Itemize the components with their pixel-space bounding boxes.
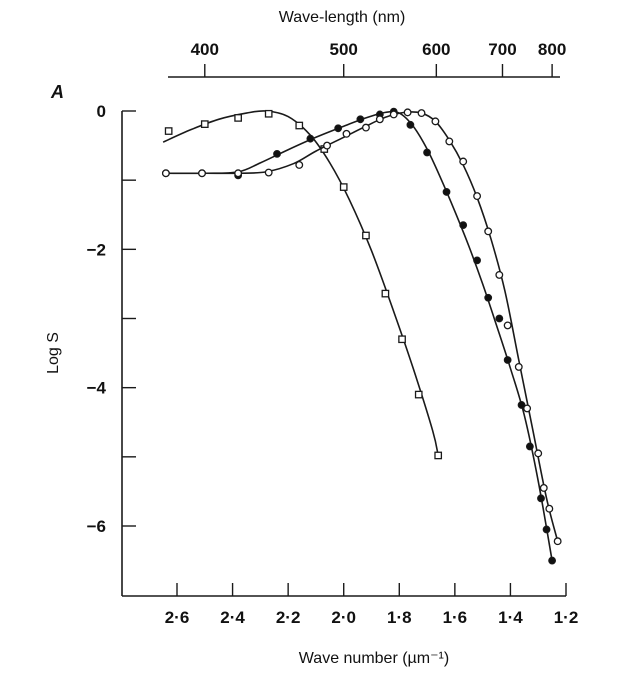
data-point-open-circle bbox=[545, 504, 554, 513]
data-point-filled-circle bbox=[334, 124, 343, 133]
x-tick-label: 1·8 bbox=[387, 608, 412, 627]
top-tick-label: 600 bbox=[422, 40, 450, 59]
data-point-open-circle bbox=[553, 537, 562, 546]
data-point-open-circle bbox=[534, 449, 543, 458]
data-point-open-circle bbox=[198, 169, 206, 178]
data-point-open-circle bbox=[431, 117, 440, 126]
data-point-square bbox=[264, 109, 273, 118]
top-axis-title: Wave-length (nm) bbox=[279, 9, 406, 26]
curve-filled-circles bbox=[165, 110, 553, 561]
data-point-open-circle bbox=[523, 404, 532, 413]
data-point-open-circle bbox=[484, 227, 493, 236]
data-point-filled-circle bbox=[537, 494, 545, 503]
x-tick-label: 1·2 bbox=[554, 608, 579, 627]
data-point-filled-circle bbox=[542, 525, 551, 534]
data-point-square bbox=[414, 390, 423, 399]
x-tick-label: 2·6 bbox=[165, 608, 190, 627]
data-point-open-circle bbox=[295, 160, 304, 169]
data-point-filled-circle bbox=[306, 134, 315, 143]
data-point-square bbox=[362, 231, 370, 240]
data-point-filled-circle bbox=[273, 149, 281, 158]
data-point-open-circle bbox=[539, 484, 548, 492]
x-tick-label: 2·4 bbox=[220, 608, 245, 627]
curve-open-circles bbox=[165, 111, 559, 542]
data-point-square bbox=[200, 120, 209, 128]
data-point-square bbox=[234, 114, 242, 122]
data-point-open-circle bbox=[514, 362, 523, 371]
data-point-filled-circle bbox=[484, 293, 493, 302]
y-tick-label: −2 bbox=[87, 240, 106, 259]
data-point-open-circle bbox=[389, 110, 398, 119]
data-point-open-circle bbox=[503, 321, 512, 330]
data-point-open-circle bbox=[459, 157, 468, 166]
data-point-square bbox=[434, 451, 443, 460]
data-point-open-circle bbox=[361, 123, 370, 132]
data-point-open-circle bbox=[161, 169, 170, 178]
plot-area: 0 −2 −4 −6 2·6 2·4 2·2 2·0 1·8 1·6 1·4 1·2 400 500 600… bbox=[87, 40, 579, 627]
data-point-open-circle bbox=[417, 109, 426, 118]
top-tick-label: 400 bbox=[191, 40, 219, 59]
data-point-filled-circle bbox=[503, 356, 512, 364]
top-tick-label: 700 bbox=[488, 40, 516, 59]
data-point-open-circle bbox=[495, 270, 504, 279]
data-point-square bbox=[164, 127, 173, 135]
data-point-filled-circle bbox=[406, 120, 415, 129]
data-point-filled-circle bbox=[517, 401, 526, 409]
data-point-filled-circle bbox=[356, 115, 365, 124]
x-tick-label: 1·4 bbox=[498, 608, 523, 627]
y-axis-title: Log S bbox=[45, 332, 62, 374]
x-axis-title: Wave number (µm⁻¹) bbox=[299, 650, 449, 667]
x-tick-label: 1·6 bbox=[443, 608, 468, 627]
data-point-open-circle bbox=[375, 115, 384, 124]
x-tick-label: 2·2 bbox=[276, 608, 301, 627]
top-tick-label: 800 bbox=[538, 40, 566, 59]
data-point-filled-circle bbox=[459, 221, 468, 230]
data-point-square bbox=[381, 289, 390, 298]
top-tick-label: 500 bbox=[330, 40, 358, 59]
data-point-open-circle bbox=[234, 169, 243, 178]
data-point-filled-circle bbox=[423, 148, 431, 157]
data-point-filled-circle bbox=[473, 256, 481, 265]
data-point-filled-circle bbox=[525, 442, 534, 451]
y-tick-label: 0 bbox=[97, 102, 106, 121]
data-point-open-circle bbox=[445, 137, 454, 146]
y-tick-label: −6 bbox=[87, 517, 106, 536]
data-point-open-circle bbox=[342, 129, 351, 138]
data-point-filled-circle bbox=[442, 188, 451, 196]
data-point-square bbox=[295, 121, 304, 130]
data-point-open-circle bbox=[323, 141, 331, 150]
data-point-filled-circle bbox=[548, 556, 557, 565]
data-point-filled-circle bbox=[495, 314, 504, 323]
x-tick-label: 2·0 bbox=[331, 608, 356, 627]
data-point-open-circle bbox=[403, 108, 412, 117]
data-point-open-circle bbox=[473, 192, 482, 201]
y-tick-label: −4 bbox=[87, 379, 107, 398]
panel-label: A bbox=[50, 82, 64, 102]
data-point-square bbox=[339, 183, 348, 191]
data-point-square bbox=[398, 335, 406, 344]
data-point-open-circle bbox=[264, 168, 273, 177]
